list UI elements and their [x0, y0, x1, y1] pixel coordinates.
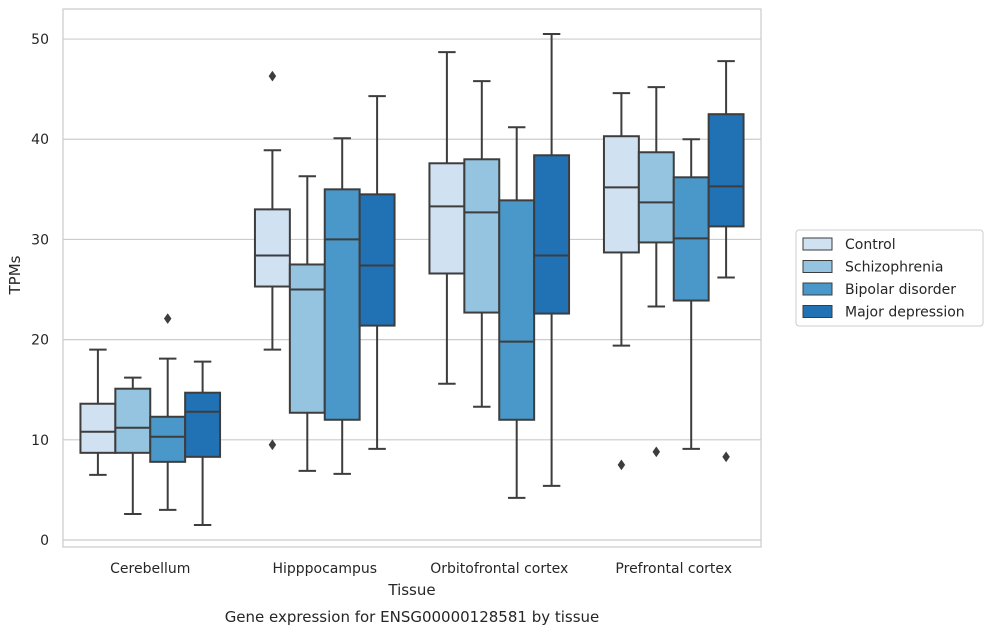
outlier-point — [617, 459, 626, 471]
box-group — [114, 376, 152, 515]
box-group — [533, 33, 571, 487]
legend-swatch — [802, 260, 833, 273]
y-tick-label: 50 — [31, 32, 49, 48]
legend-swatch — [802, 237, 833, 251]
legend-label: Schizophrenia — [845, 260, 943, 276]
y-tick-labels: 0 10 20 30 40 50 — [31, 32, 49, 549]
box-iqr — [707, 113, 745, 228]
box-group — [253, 70, 291, 451]
box-group — [149, 313, 187, 511]
x-tick-labels: Cerebellum Hipppocampus Orbitofrontal cort… — [110, 561, 732, 577]
legend-label: Major depression — [845, 305, 965, 321]
box-group — [358, 95, 396, 450]
box-group — [184, 360, 222, 526]
box-iqr — [184, 391, 222, 458]
outlier-point — [722, 451, 730, 463]
x-tick-label: Orbitofrontal cortex — [430, 561, 568, 577]
outlier-point — [163, 313, 172, 325]
box-plot-marks — [79, 33, 745, 526]
box-iqr — [463, 158, 501, 314]
box-group — [463, 80, 501, 408]
box-iqr — [358, 193, 396, 327]
box-iqr — [428, 162, 466, 275]
box-group — [498, 126, 536, 499]
chart-caption: Gene expression for ENSG00000128581 by t… — [225, 608, 600, 626]
box-iqr — [253, 208, 291, 288]
legend-label: Bipolar disorder — [845, 282, 956, 298]
y-tick-label: 30 — [31, 232, 49, 248]
box-iqr — [533, 154, 571, 315]
box-iqr — [79, 402, 117, 454]
box-group — [323, 137, 361, 475]
plot-frame — [62, 8, 762, 548]
box-group — [602, 92, 640, 471]
y-tick-label: 10 — [31, 433, 49, 449]
outlier-point — [268, 70, 277, 82]
outlier-point — [268, 439, 277, 451]
legend-frame — [795, 229, 984, 327]
x-tick-label: Hipppocampus — [272, 561, 377, 577]
y-tick-label: 0 — [40, 533, 49, 549]
box-group — [707, 60, 745, 463]
y-axis-label: TPMs — [6, 255, 24, 295]
legend-label: Control — [845, 237, 896, 253]
box-iqr — [114, 387, 152, 454]
box-iqr — [602, 135, 640, 254]
box-group — [79, 348, 117, 476]
box-iqr — [288, 263, 326, 414]
box-group — [288, 175, 326, 472]
legend-swatch — [802, 305, 833, 318]
x-tick-label: Cerebellum — [110, 561, 190, 577]
x-tick-label: Prefrontal cortex — [615, 561, 732, 577]
y-tick-label: 20 — [31, 333, 49, 349]
box-group — [428, 51, 466, 385]
y-tick-label: 40 — [31, 132, 49, 148]
box-iqr — [637, 151, 675, 244]
box-iqr — [498, 199, 536, 421]
legend-swatch — [802, 282, 833, 296]
x-axis-label: Tissue — [387, 581, 435, 599]
outlier-point — [652, 446, 661, 458]
legend: Control Schizophrenia Bipolar disorder Majo… — [795, 229, 984, 327]
box-group — [672, 138, 710, 450]
box-group — [637, 86, 675, 458]
box-iqr — [323, 188, 361, 421]
box-iqr — [149, 415, 187, 463]
